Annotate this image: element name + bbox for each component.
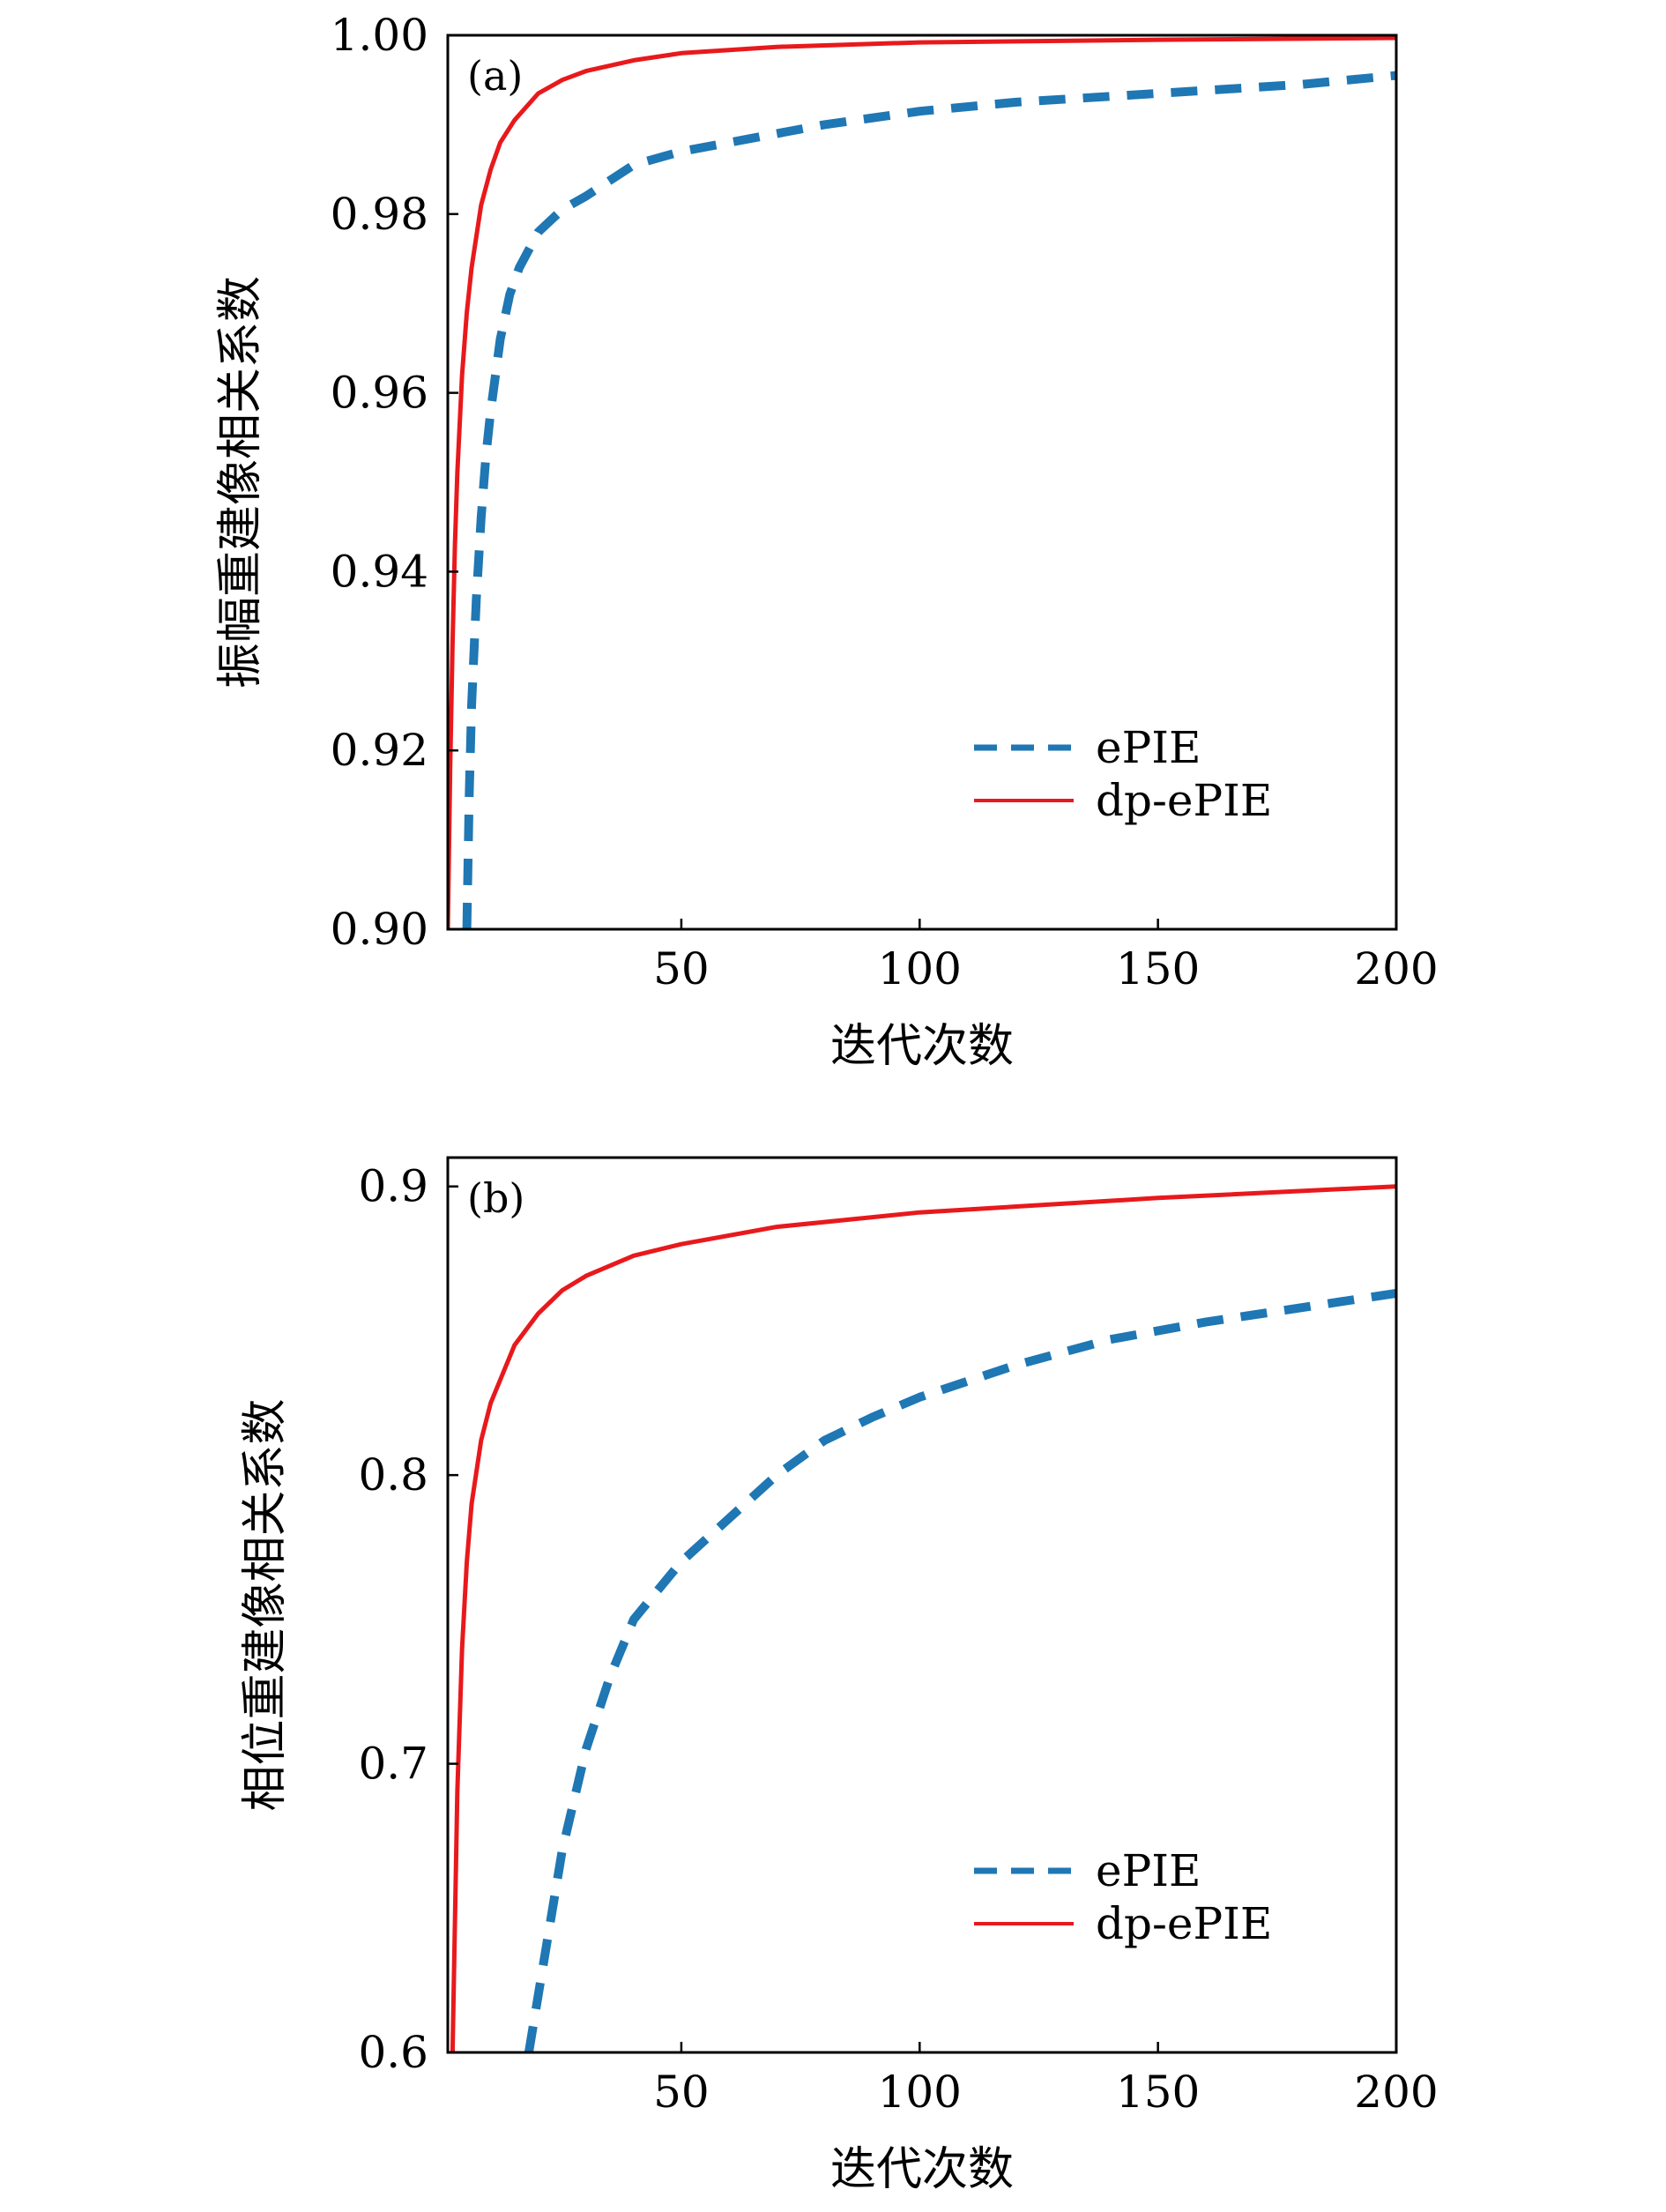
panel-b: 50 100 150 200 0.6 0.7 0.8 0.9 迭代次数 相位重建像相关系数 (b) e… [239, 1156, 1439, 2196]
legend-label-dp-ePIE: dp-ePIE [1096, 1898, 1272, 1949]
x-tick-label: 150 [1116, 2067, 1200, 2118]
x-tick-label: 50 [653, 943, 710, 994]
panel-a: 50 100 150 200 0.90 0.92 0.94 0.96 0.98 1.00 迭代次数 振… [214, 10, 1439, 1073]
x-tick-label: 150 [1116, 943, 1200, 994]
y-axis-title: 振幅重建像相关系数 [214, 276, 267, 689]
x-axis-title: 迭代次数 [830, 1020, 1014, 1073]
y-tick-label: 0.6 [358, 2027, 428, 2078]
y-tick-label: 0.98 [331, 189, 428, 240]
series-line-dp-ePIE [448, 35, 1396, 929]
y-tick-label: 1.00 [331, 10, 428, 61]
legend-label-dp-ePIE: dp-ePIE [1096, 775, 1272, 826]
panel-label: (a) [467, 52, 523, 100]
plot-frame [446, 1156, 1398, 2054]
y-tick-label: 0.9 [358, 1161, 428, 1212]
y-tick-label: 0.96 [331, 368, 428, 419]
x-tick-label: 200 [1354, 943, 1438, 994]
y-axis-title: 相位重建像相关系数 [239, 1398, 292, 1811]
series-line-ePIE [524, 1288, 1396, 2052]
y-tick-label: 0.92 [331, 725, 428, 776]
y-tick-label: 0.94 [331, 546, 428, 597]
series-line-ePIE [462, 71, 1396, 929]
x-tick-label: 50 [653, 2067, 710, 2118]
y-tick-label: 0.7 [358, 1739, 428, 1790]
y-tick-label: 0.90 [331, 904, 428, 955]
legend-label-ePIE: ePIE [1096, 722, 1201, 773]
legend-label-ePIE: ePIE [1096, 1845, 1201, 1896]
series-line-dp-ePIE [450, 1184, 1396, 2052]
plot-frame [446, 34, 1398, 931]
y-tick-label: 0.8 [358, 1449, 428, 1501]
panel-label: (b) [467, 1174, 524, 1222]
x-tick-label: 100 [878, 943, 962, 994]
x-tick-label: 200 [1354, 2067, 1438, 2118]
x-axis-title: 迭代次数 [830, 2143, 1014, 2196]
x-tick-label: 100 [878, 2067, 962, 2118]
